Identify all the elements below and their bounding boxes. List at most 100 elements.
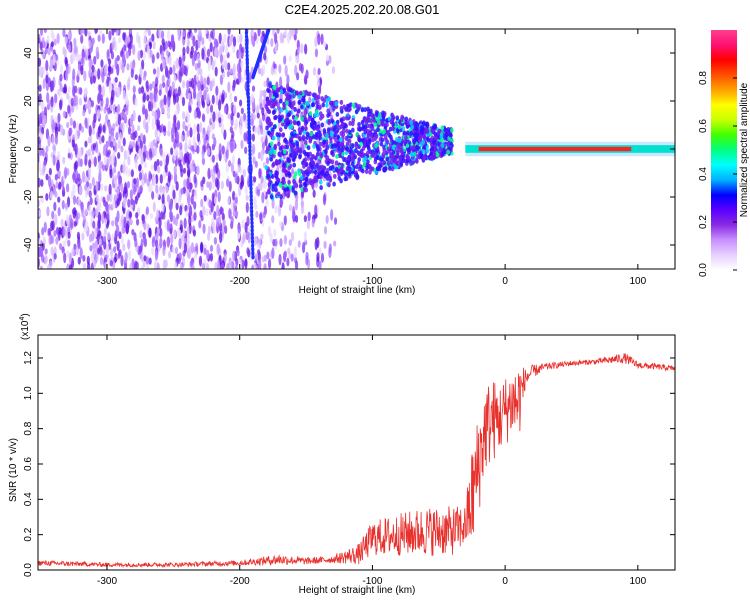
spectrogram-cell [419, 142, 423, 148]
spectrogram-cell [125, 51, 130, 59]
spectrogram-cell [169, 227, 173, 235]
spectrogram-cell [151, 54, 155, 64]
spectrogram-cell [283, 187, 287, 193]
spectrogram-cell [182, 46, 186, 56]
spectrogram-cell [113, 246, 117, 253]
spectrogram-cell [274, 32, 278, 44]
spectrogram-cell [345, 146, 349, 152]
spectrogram-cell [166, 194, 171, 203]
spectrogram-cell [192, 136, 196, 147]
x-tick-label: -200 [230, 576, 250, 587]
spectrogram-cell [245, 45, 249, 51]
spectrogram-cell [396, 144, 400, 150]
spectrogram-cell [435, 152, 440, 158]
spectrogram-cell [211, 154, 215, 163]
spectrogram-cell [67, 239, 71, 247]
spectrogram-cell [371, 113, 375, 119]
spectrogram-cell [325, 144, 330, 150]
spectrogram-cell [305, 255, 309, 266]
spectrogram-cell [273, 68, 277, 76]
spectrogram-cell [298, 154, 302, 160]
spectrogram-cell [238, 71, 242, 84]
spectrogram-cell [77, 196, 81, 208]
spectrogram-cell [286, 193, 290, 199]
spectrogram-cell [213, 195, 218, 205]
spectrogram-cell [288, 124, 292, 130]
spectrogram-cell [274, 114, 278, 120]
spectrogram-cell [151, 80, 156, 89]
spectrogram-cell [389, 153, 393, 159]
spectrogram-cell [57, 196, 61, 203]
spectrogram-cell [118, 60, 123, 67]
spectrogram-cell [179, 163, 183, 173]
spectrogram-cell [338, 141, 343, 147]
spectrogram-cell [71, 139, 75, 148]
spectrogram-cell [440, 125, 445, 131]
spectrogram-cell [61, 200, 65, 210]
spectrogram-cell [82, 109, 86, 117]
spectrogram-cell [348, 129, 352, 135]
spectrogram-cell [76, 231, 81, 240]
spectrogram-cell [225, 43, 229, 55]
spectrogram-cell [405, 130, 410, 136]
spectrogram-cell [161, 193, 165, 205]
spectrogram-cell [160, 30, 165, 39]
spectrogram-cell [202, 223, 206, 234]
spectrogram-cell [248, 163, 252, 169]
spectrogram-cell [203, 137, 207, 146]
spectrogram-cell [244, 221, 248, 234]
spectrogram-cell [361, 152, 366, 158]
spectrogram-cell [63, 166, 68, 179]
spectrogram-cell [257, 67, 262, 75]
colorbar-tick-label: 0.6 [698, 119, 709, 133]
spectrogram-cell [294, 147, 299, 153]
spectrogram-cell [388, 165, 392, 171]
spectrogram-cell [52, 53, 56, 66]
spectrogram-cell [314, 100, 319, 106]
spectrogram-cell [151, 247, 155, 256]
spectrogram-cell [174, 261, 178, 269]
spectrogram-cell [339, 105, 344, 111]
spectrogram-cell [330, 159, 335, 165]
spectrogram-cell [250, 224, 254, 230]
spectrogram-cell [162, 152, 166, 163]
spectrogram-cell [56, 33, 60, 45]
spectrogram-cell [154, 249, 158, 262]
spectrogram-cell [339, 130, 344, 136]
spectrogram-cell [170, 147, 174, 156]
spectrogram-cell [197, 98, 201, 111]
spectrogram-cell [263, 80, 267, 88]
spectrogram-cell [78, 147, 82, 158]
spectrogram-cell [125, 104, 129, 116]
spectrogram-y-ticks: -40 -20 0 20 40 [23, 47, 675, 252]
spectrogram-cell [212, 222, 216, 234]
spectrogram-cell [217, 191, 221, 203]
spectrogram-cell [273, 229, 277, 237]
spectrogram-cell [175, 181, 179, 191]
spectrogram-cell [354, 109, 359, 115]
spectrogram-cell [159, 236, 163, 249]
spectrogram-cell [154, 86, 159, 95]
spectrogram-cell [136, 137, 141, 147]
spectrogram-cell [88, 58, 92, 70]
spectrogram-cell [219, 54, 224, 64]
spectrogram-cell [215, 217, 220, 227]
spectrogram-cell [378, 163, 383, 169]
spectrogram-cell [363, 124, 368, 130]
spectrogram-cell [250, 239, 255, 245]
spectrogram-cell [130, 169, 134, 178]
spectrogram-cell [117, 87, 121, 98]
spectrogram-cell [98, 238, 103, 246]
spectrogram-cell [94, 146, 99, 154]
spectrogram-cell [84, 153, 88, 166]
spectrogram-cell [320, 122, 325, 128]
spectrogram-cell [86, 255, 90, 265]
spectrogram-cell [334, 160, 339, 166]
spectrogram-cell [290, 253, 294, 262]
spectrogram-cell [57, 112, 61, 123]
x-tick-label: -100 [362, 576, 382, 587]
spectrogram-cell [86, 98, 91, 109]
spectrogram-cell [316, 94, 321, 100]
spectrogram-cell [154, 216, 158, 223]
spectrogram-cell [290, 131, 294, 137]
